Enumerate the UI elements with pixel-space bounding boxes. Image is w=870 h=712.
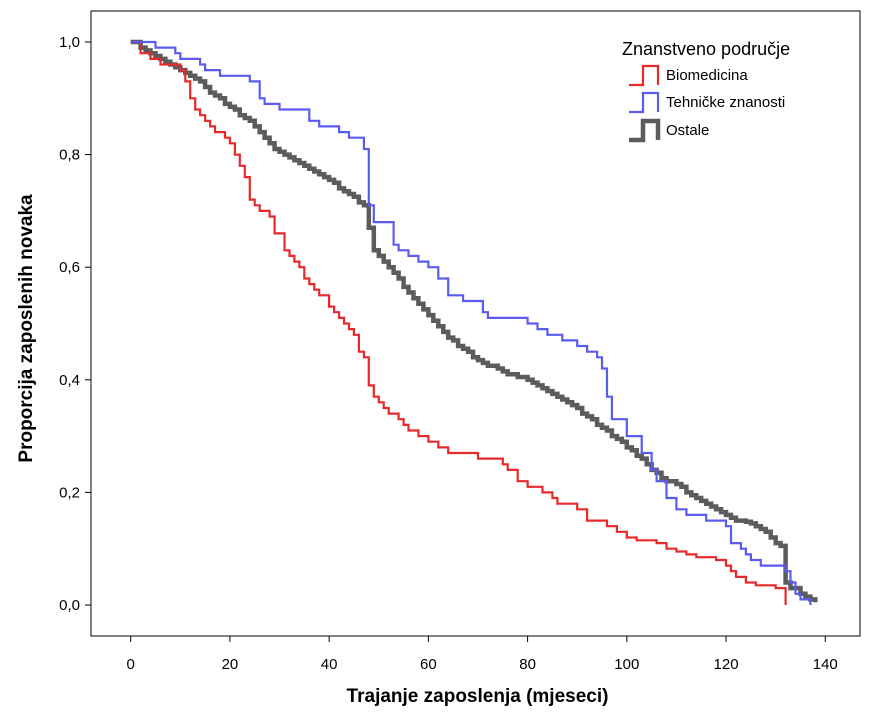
legend-label-1: Tehničke znanosti [666, 94, 785, 111]
plot-frame [90, 10, 861, 637]
legend-swatch-1 [629, 91, 660, 114]
series-line-1 [130, 40, 812, 605]
series-layer [130, 39, 818, 605]
series-line-0 [130, 40, 787, 605]
y-tick-label: 0,2 [59, 484, 80, 501]
x-tick-label: 40 [321, 656, 338, 673]
x-tick-label: 20 [222, 656, 239, 673]
legend-swatch-0 [629, 64, 660, 87]
legend-swatch-2 [629, 118, 661, 143]
legend-items: Biomedicina Tehničke znanosti Ostale [629, 64, 785, 143]
y-tick-label: 0,0 [59, 597, 80, 614]
y-tick-label: 0,8 [59, 147, 80, 164]
y-tick-label: 0,4 [59, 372, 80, 389]
x-tick-label: 120 [714, 656, 739, 673]
y-axis-title: Proporcija zaposlenih novaka [16, 194, 37, 463]
legend-label-2: Ostale [666, 122, 709, 139]
x-tick-label: 140 [813, 656, 838, 673]
legend: Znanstveno područje Biomedicina Tehničke … [622, 39, 790, 143]
legend-title: Znanstveno područje [622, 39, 790, 59]
y-axis: 0,0 0,2 0,4 0,6 0,8 1,0 [59, 34, 91, 614]
x-tick-label: 0 [127, 656, 135, 673]
x-tick-label: 100 [614, 656, 639, 673]
series-line-2 [130, 39, 818, 603]
x-axis-title: Trajanje zaposlenja (mjeseci) [347, 686, 609, 707]
x-tick-label: 80 [519, 656, 536, 673]
x-tick-label: 60 [420, 656, 437, 673]
legend-label-0: Biomedicina [666, 67, 748, 84]
y-tick-label: 0,6 [59, 259, 80, 276]
y-tick-label: 1,0 [59, 34, 80, 51]
x-axis: 0 20 40 60 80 100 120 140 [127, 636, 838, 673]
